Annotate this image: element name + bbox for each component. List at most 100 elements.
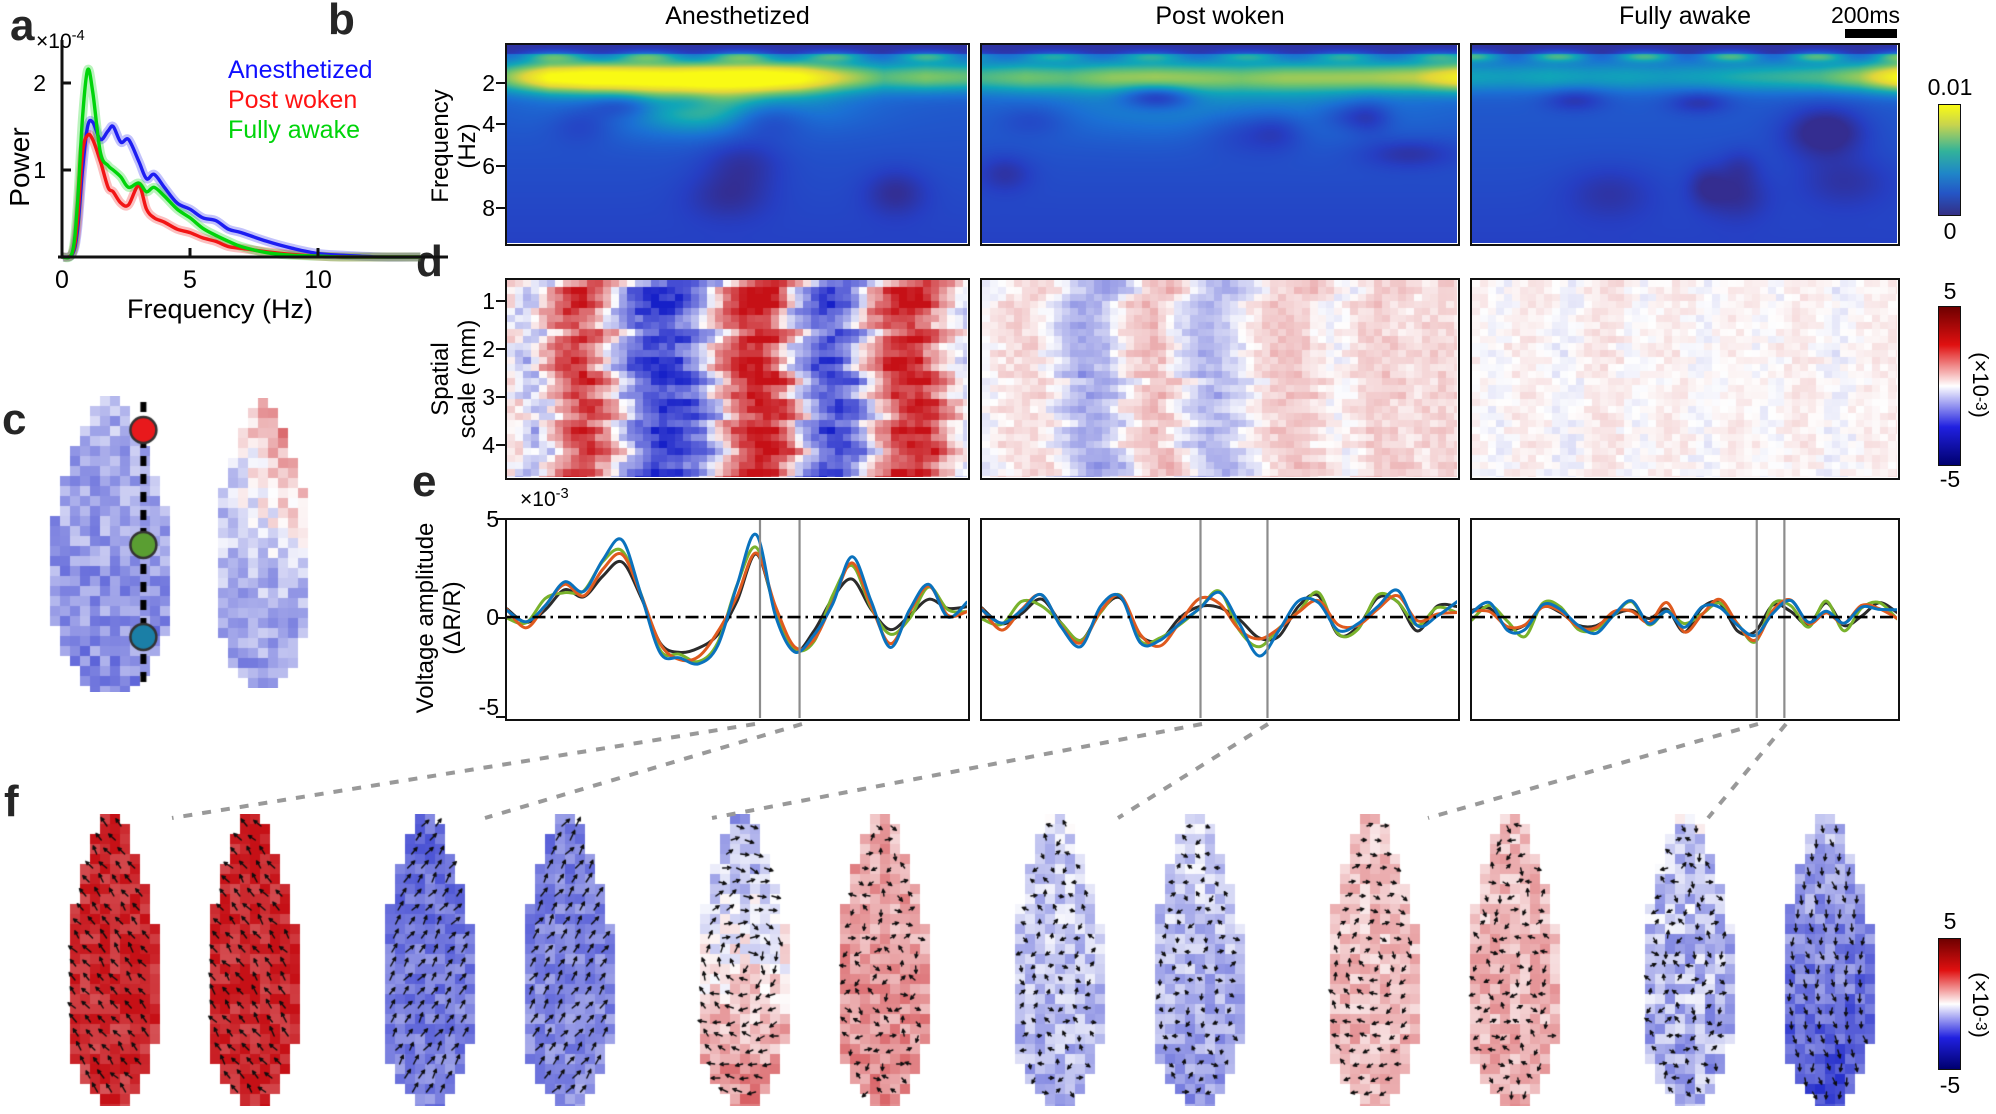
d-ytickmark — [496, 396, 505, 398]
panel-label-c: c — [2, 395, 27, 444]
d-colorbar — [1938, 306, 1961, 466]
flow-map-pair3-right — [820, 814, 946, 1106]
trace-orange — [982, 592, 1457, 648]
a-xtick-5: 5 — [183, 266, 197, 294]
e-y-exponent: ×10-3 — [520, 486, 569, 512]
e-ytick-5: 5 — [486, 506, 499, 532]
e-y-exponent-exp: -3 — [555, 486, 569, 502]
flow-map-pair4-right — [1135, 814, 1261, 1106]
e-ylabel-line1: Voltage amplitude — [412, 522, 440, 714]
d-colorbar-min: -5 — [1939, 466, 1961, 492]
flow-map-pair1-right — [190, 814, 316, 1106]
spatial-scale-panel-0 — [505, 278, 970, 480]
d-note-base: (×10 — [1968, 352, 1993, 397]
b-scalebar — [1845, 29, 1897, 38]
b-ytick-4: 4 — [482, 111, 495, 137]
d-note-close: ) — [1968, 410, 1993, 418]
connector-lines — [171, 722, 1788, 820]
spatial-scale-canvas-0 — [507, 280, 967, 477]
spatial-scale-panel-1 — [980, 278, 1460, 480]
voltage-trace-panel-2 — [1470, 518, 1900, 721]
connector-dashed-line — [1427, 722, 1759, 820]
d-ytick-1: 1 — [482, 288, 495, 314]
flow-map-pair5-left — [1310, 814, 1436, 1106]
flow-map-pair5-right — [1450, 814, 1576, 1106]
legend-anesthetized: Anesthetized — [228, 56, 373, 84]
connector-dashed-line — [1116, 722, 1270, 820]
b-title-anesthetized: Anesthetized — [665, 2, 810, 30]
c-right-hemisphere — [198, 398, 328, 688]
spectrum-line-Anesthetized — [60, 118, 423, 259]
panel-label-f: f — [4, 777, 19, 826]
legend-fully-awake: Fully awake — [228, 116, 360, 144]
spectrum-line-Post woken — [60, 132, 423, 259]
voltage-trace-panel-1 — [980, 518, 1460, 721]
b-ytickmark — [496, 123, 505, 125]
b-ytickmark — [496, 207, 505, 209]
flow-map-pair6-left — [1625, 814, 1751, 1106]
b-title-post-woken: Post woken — [1155, 2, 1285, 30]
spectrogram-panel-0 — [505, 43, 970, 246]
b-ytick-6: 6 — [482, 153, 495, 179]
power-spectrum-plot — [58, 40, 448, 263]
f-colorbar-note: (×10 -3) — [1967, 950, 1993, 1060]
b-ytick-8: 8 — [482, 195, 495, 221]
b-ytickmark — [496, 165, 505, 167]
c-left-hemisphere — [30, 396, 192, 692]
flow-map-pair6-right — [1765, 814, 1891, 1106]
panel-label-e: e — [412, 457, 437, 506]
e-ytickmark — [496, 617, 505, 619]
d-note-exp: -3 — [1972, 396, 1989, 411]
b-ytick-2: 2 — [482, 70, 495, 96]
a-xtick-10: 10 — [304, 266, 332, 294]
spectrogram-canvas-2 — [1472, 45, 1897, 243]
spectrogram-panel-1 — [980, 43, 1460, 246]
panel-label-d: d — [416, 237, 443, 286]
a-xtick-0: 0 — [55, 266, 69, 294]
d-colorbar-max: 5 — [1943, 278, 1957, 304]
voltage-trace-svg-0 — [507, 520, 967, 718]
connector-dashed-line — [171, 722, 756, 820]
voltage-trace-svg-2 — [1472, 520, 1897, 718]
e-ytick-0: 0 — [486, 604, 499, 630]
connector-dashed-line — [484, 722, 803, 820]
trace-blue — [1472, 598, 1897, 638]
b-colorbar — [1938, 104, 1961, 216]
e-ytickmark — [496, 716, 505, 718]
f-note-close: ) — [1968, 1030, 1993, 1038]
voltage-trace-svg-1 — [982, 520, 1457, 718]
a-y-exponent-exp: -4 — [71, 28, 85, 44]
b-title-fully-awake: Fully awake — [1619, 2, 1751, 30]
flow-map-pair4-left — [995, 814, 1121, 1106]
flow-map-pair1-left — [50, 814, 176, 1106]
b-scalebar-label: 200ms — [1830, 2, 1900, 28]
connector-dashed-line — [711, 722, 1203, 820]
spectrogram-canvas-0 — [507, 45, 967, 243]
trace-blue — [982, 588, 1457, 658]
flow-map-pair2-right — [505, 814, 631, 1106]
legend-post-woken: Post woken — [228, 86, 358, 114]
b-colorbar-max: 0.01 — [1927, 74, 1973, 100]
a-ytick-1: 1 — [33, 157, 46, 183]
voltage-trace-panel-0 — [505, 518, 970, 721]
flow-map-pair3-left — [680, 814, 806, 1106]
spectrogram-panel-2 — [1470, 43, 1900, 246]
d-ytick-3: 3 — [482, 384, 495, 410]
d-ytick-4: 4 — [482, 432, 495, 458]
f-note-exp: -3 — [1972, 1016, 1989, 1031]
e-ytick-neg5: -5 — [478, 694, 499, 720]
f-colorbar — [1938, 938, 1961, 1070]
a-ytick-2: 2 — [33, 70, 46, 96]
f-colorbar-max: 5 — [1943, 908, 1957, 934]
f-colorbar-min: -5 — [1939, 1072, 1961, 1098]
f-note-base: (×10 — [1968, 972, 1993, 1017]
d-ytickmark — [496, 444, 505, 446]
panel-label-a: a — [10, 1, 35, 50]
trace-green — [1472, 599, 1897, 644]
spectrogram-canvas-1 — [982, 45, 1457, 243]
d-ytickmark — [496, 348, 505, 350]
trace-blue — [507, 532, 967, 666]
trace-orange — [1472, 597, 1897, 642]
b-ytickmark — [496, 82, 505, 84]
